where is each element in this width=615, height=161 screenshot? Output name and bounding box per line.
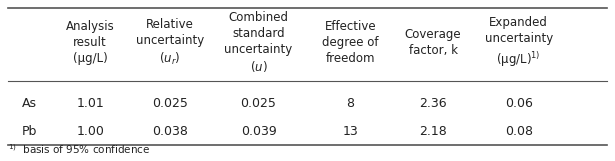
Text: 0.06: 0.06 [505,97,533,110]
Text: 2.36: 2.36 [419,97,447,110]
Text: 1.01: 1.01 [76,97,104,110]
Text: Pb: Pb [22,125,37,138]
Text: 13: 13 [343,125,358,138]
Text: Combined
standard
uncertainty
($u$): Combined standard uncertainty ($u$) [224,11,293,74]
Text: 0.025: 0.025 [240,97,277,110]
Text: 2.18: 2.18 [419,125,447,138]
Text: Effective
degree of
freedom: Effective degree of freedom [322,20,379,65]
Text: As: As [22,97,36,110]
Text: Analysis
result
(μg/L): Analysis result (μg/L) [66,20,114,65]
Text: 0.08: 0.08 [505,125,533,138]
Text: 0.039: 0.039 [240,125,276,138]
Text: Coverage
factor, k: Coverage factor, k [405,28,461,57]
Text: 1.00: 1.00 [76,125,104,138]
Text: Relative
uncertainty
($u_r$): Relative uncertainty ($u_r$) [136,18,204,67]
Text: $^{1)}$  basis of 95% confidence: $^{1)}$ basis of 95% confidence [7,143,150,156]
Text: 8: 8 [346,97,354,110]
Text: 0.025: 0.025 [152,97,188,110]
Text: Expanded
uncertainty
(μg/L)$^{1)}$: Expanded uncertainty (μg/L)$^{1)}$ [485,16,553,69]
Text: 0.038: 0.038 [152,125,188,138]
